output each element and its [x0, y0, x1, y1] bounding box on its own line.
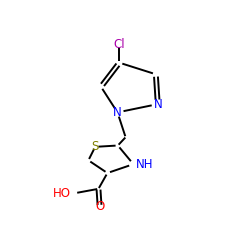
Text: N: N: [154, 98, 162, 110]
Text: Cl: Cl: [114, 38, 125, 51]
Text: S: S: [92, 140, 99, 153]
Text: N: N: [113, 106, 122, 119]
Text: HO: HO: [52, 187, 70, 200]
Text: NH: NH: [136, 158, 154, 171]
Text: O: O: [95, 200, 104, 213]
